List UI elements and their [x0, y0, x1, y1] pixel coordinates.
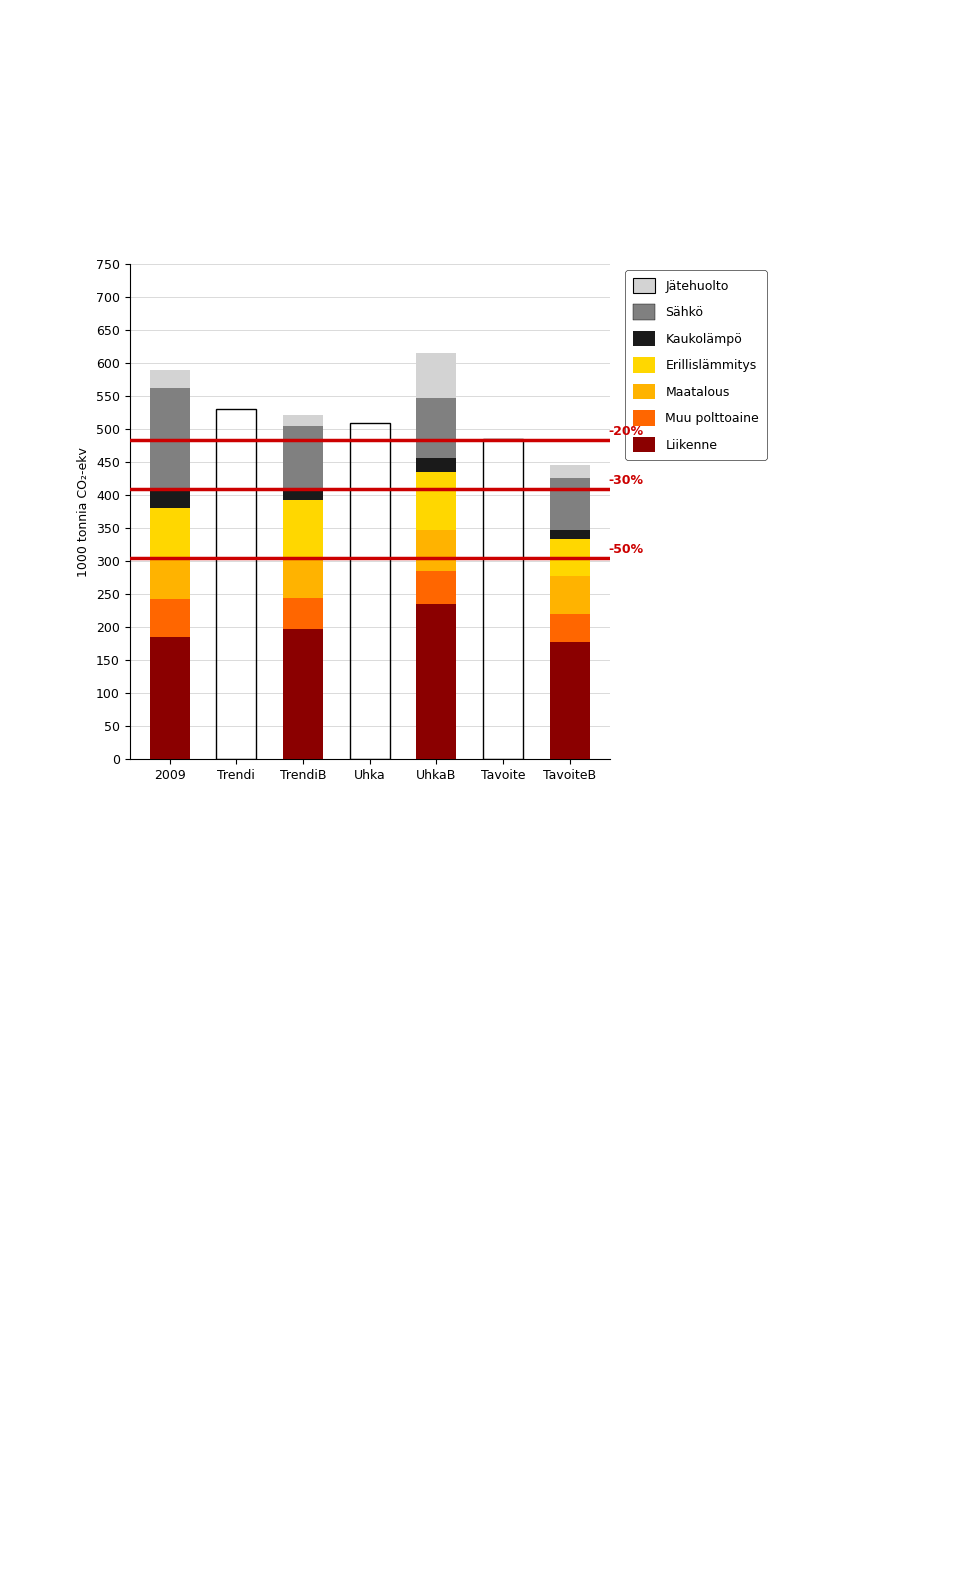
Bar: [283, 426, 323, 489]
Legend: Jätehuolto, Sähkö, Kaukolämpö, Erillislämmitys, Maatalous, Muu polttoaine, Liike: Jätehuolto, Sähkö, Kaukolämpö, Erillislä…: [626, 270, 767, 459]
Text: -30%: -30%: [609, 473, 643, 487]
Bar: [283, 500, 323, 560]
Bar: [216, 409, 256, 759]
Bar: [550, 478, 589, 530]
Bar: [417, 398, 456, 457]
Text: -20%: -20%: [609, 424, 643, 437]
Bar: [417, 457, 456, 472]
Bar: [417, 472, 456, 530]
Bar: [150, 637, 190, 759]
Bar: [417, 604, 456, 759]
Bar: [150, 558, 190, 599]
Bar: [349, 423, 390, 759]
Bar: [550, 539, 589, 575]
Bar: [283, 415, 323, 426]
Bar: [550, 641, 589, 759]
Bar: [550, 575, 589, 615]
Bar: [150, 599, 190, 637]
Bar: [283, 560, 323, 599]
Bar: [150, 369, 190, 388]
Y-axis label: 1000 tonnia CO₂-ekv: 1000 tonnia CO₂-ekv: [78, 446, 90, 577]
Bar: [417, 530, 456, 571]
Bar: [417, 354, 456, 398]
Text: -50%: -50%: [609, 542, 643, 556]
Bar: [150, 489, 190, 508]
Bar: [150, 388, 190, 489]
Bar: [283, 489, 323, 500]
Bar: [283, 629, 323, 759]
Bar: [483, 439, 523, 759]
Bar: [550, 530, 589, 539]
Bar: [550, 615, 589, 641]
Bar: [283, 599, 323, 629]
Bar: [417, 571, 456, 604]
Bar: [150, 508, 190, 558]
Bar: [550, 465, 589, 478]
